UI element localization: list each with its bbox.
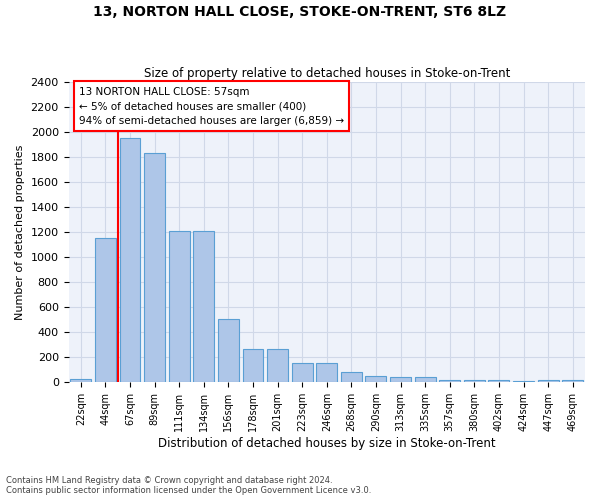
Text: Contains HM Land Registry data © Crown copyright and database right 2024.
Contai: Contains HM Land Registry data © Crown c… <box>6 476 371 495</box>
Bar <box>365 376 386 382</box>
Y-axis label: Number of detached properties: Number of detached properties <box>15 144 25 320</box>
Text: 13, NORTON HALL CLOSE, STOKE-ON-TRENT, ST6 8LZ: 13, NORTON HALL CLOSE, STOKE-ON-TRENT, S… <box>94 5 506 19</box>
Bar <box>292 363 313 382</box>
Text: 13 NORTON HALL CLOSE: 57sqm
← 5% of detached houses are smaller (400)
94% of sem: 13 NORTON HALL CLOSE: 57sqm ← 5% of deta… <box>79 86 344 126</box>
Bar <box>144 154 165 382</box>
Bar <box>341 372 362 382</box>
Title: Size of property relative to detached houses in Stoke-on-Trent: Size of property relative to detached ho… <box>143 66 510 80</box>
Bar <box>193 231 214 382</box>
Bar <box>415 376 436 382</box>
Bar <box>488 380 509 382</box>
Bar <box>390 376 411 382</box>
Bar <box>464 380 485 382</box>
X-axis label: Distribution of detached houses by size in Stoke-on-Trent: Distribution of detached houses by size … <box>158 437 496 450</box>
Bar <box>538 380 559 382</box>
Bar <box>95 238 116 382</box>
Bar <box>119 138 140 382</box>
Bar <box>439 380 460 382</box>
Bar <box>513 381 534 382</box>
Bar <box>316 363 337 382</box>
Bar <box>218 318 239 382</box>
Bar <box>70 378 91 382</box>
Bar <box>169 231 190 382</box>
Bar <box>562 380 583 382</box>
Bar <box>267 349 288 382</box>
Bar <box>242 349 263 382</box>
